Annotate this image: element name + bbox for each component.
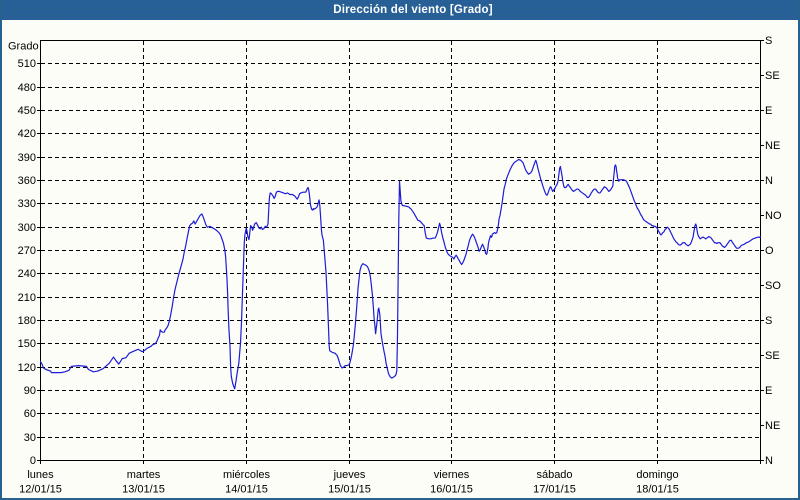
- day-label: domingo: [636, 469, 678, 481]
- date-label: 18/01/15: [636, 484, 679, 496]
- chart-title-bar[interactable]: Dirección del viento [Grado]: [0, 0, 800, 20]
- date-label: 13/01/15: [122, 484, 165, 496]
- compass-label: E: [765, 385, 772, 397]
- compass-label: SO: [765, 280, 781, 292]
- y-axis-label: 120: [18, 362, 36, 374]
- compass-label: NE: [765, 420, 780, 432]
- wind-direction-line: [39, 158, 762, 390]
- day-label: viernes: [434, 469, 470, 481]
- y-axis-label: 330: [18, 198, 36, 210]
- y-axis-label: 150: [18, 338, 36, 350]
- date-label: 17/01/15: [533, 484, 576, 496]
- y-axis-label: 420: [18, 128, 36, 140]
- date-label: 15/01/15: [328, 484, 371, 496]
- y-axis-label: 390: [18, 152, 36, 164]
- y-axis-label: 180: [18, 315, 36, 327]
- y-axis-label: 0: [30, 455, 36, 467]
- compass-label: S: [765, 315, 772, 327]
- y-axis-label: 300: [18, 222, 36, 234]
- chart-title: Dirección del viento [Grado]: [333, 4, 493, 16]
- y-axis-label: 510: [18, 58, 36, 70]
- date-label: 12/01/15: [19, 484, 62, 496]
- compass-label: NE: [765, 140, 780, 152]
- day-label: miércoles: [223, 469, 271, 481]
- compass-label: N: [765, 455, 773, 467]
- compass-label: O: [765, 245, 774, 257]
- date-label: 14/01/15: [225, 484, 268, 496]
- day-label: lunes: [27, 469, 54, 481]
- y-axis-label: 60: [24, 408, 36, 420]
- wind-direction-chart: 0 30 60 90 120 150 180 210 240 270 300 330 360 390 420…: [8, 35, 782, 496]
- compass-label: SE: [765, 350, 780, 362]
- y-axis-label: 240: [18, 268, 36, 280]
- y-axis-label: 480: [18, 82, 36, 94]
- day-label: jueves: [333, 469, 366, 481]
- y-axis-label: 360: [18, 175, 36, 187]
- y-axis-label: 450: [18, 105, 36, 117]
- date-label: 16/01/15: [430, 484, 473, 496]
- y-axis-label: 270: [18, 245, 36, 257]
- compass-label: SE: [765, 70, 780, 82]
- compass-label: N: [765, 175, 773, 187]
- y-axis-label: 30: [24, 432, 36, 444]
- compass-label: E: [765, 105, 772, 117]
- y-axis-unit-label: Grado: [8, 41, 39, 53]
- compass-label: S: [765, 35, 772, 47]
- compass-label: NO: [765, 210, 782, 222]
- y-axis-label: 210: [18, 292, 36, 304]
- day-label: martes: [127, 469, 161, 481]
- day-label: sábado: [536, 469, 572, 481]
- y-axis-label: 90: [24, 385, 36, 397]
